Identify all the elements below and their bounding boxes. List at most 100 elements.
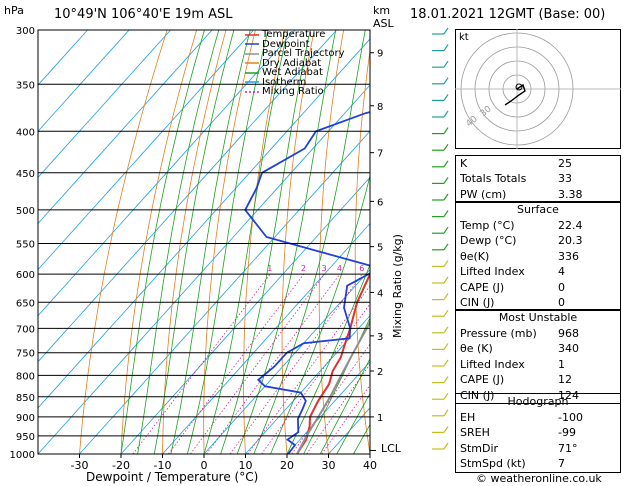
surface-value: 0 xyxy=(558,280,565,294)
surface-value: 336 xyxy=(558,249,579,263)
wind-barb-flag xyxy=(443,44,449,51)
wind-barb-flag xyxy=(443,243,449,251)
km-tick-label: 5 xyxy=(377,243,383,254)
hodo-label: SREH xyxy=(460,426,490,440)
hodograph-table-title: Hodograph xyxy=(507,395,569,408)
legend-swatch xyxy=(245,62,259,64)
pressure-tick-label: 300 xyxy=(16,26,35,37)
mixing-ratio-tick-label: 20 xyxy=(431,264,441,273)
wind-barb-flag xyxy=(443,392,449,400)
most-unstable-title: Most Unstable xyxy=(498,311,578,324)
wind-barb-flag xyxy=(443,426,449,433)
mixing-ratio-tick-label: 3 xyxy=(322,264,327,273)
km-tick-label: 6 xyxy=(377,197,383,208)
mu-value: 1 xyxy=(558,357,565,371)
legend-label: Temperature xyxy=(262,29,326,40)
legend-item: Parcel Trajectory xyxy=(244,49,345,59)
legend-swatch xyxy=(245,81,259,83)
isotherm-line xyxy=(38,30,254,271)
isotherm-line xyxy=(286,361,370,454)
footer-credit: © weatheronline.co.uk xyxy=(476,472,602,485)
wind-barb-flag xyxy=(443,276,449,284)
wind-barb-flag xyxy=(443,177,449,184)
pressure-tick-label: 500 xyxy=(16,206,35,217)
pressure-tick-label: 700 xyxy=(16,324,35,335)
storm-motion-marker xyxy=(515,83,523,91)
legend: Temperature Dewpoint Parcel Trajectory Dry … xyxy=(244,30,345,97)
pressure-tick-label: 600 xyxy=(16,270,35,281)
location-title: 10°49'N 106°40'E 19m ASL xyxy=(54,7,233,22)
index-label: PW (cm) xyxy=(460,187,507,201)
wind-barb-flag xyxy=(443,60,449,68)
x-tick-label: -30 xyxy=(71,459,89,472)
hodo-value: 71° xyxy=(558,441,578,455)
isotherm-line xyxy=(328,407,370,454)
mu-row: CAPE (J) 12 xyxy=(456,372,620,387)
wind-barb-flag xyxy=(443,210,449,217)
mu-value: 340 xyxy=(558,342,579,356)
pressure-tick-label: 900 xyxy=(16,413,35,424)
legend-swatch xyxy=(245,72,259,74)
index-value: 3.38 xyxy=(558,187,583,201)
x-tick-label: 10 xyxy=(239,459,253,472)
hodograph-table: Hodograph EH -100 SREH -99 StmDir 71° StmSpd (… xyxy=(455,393,621,473)
mu-label: CIN (J) xyxy=(460,388,495,402)
hodo-row: EH -100 xyxy=(456,410,620,425)
hodo-label: StmSpd (kt) xyxy=(460,457,526,471)
pressure-tick-label: 950 xyxy=(16,432,35,443)
pressure-tick-label: 400 xyxy=(16,127,35,138)
surface-label: Dewp (°C) xyxy=(460,234,517,248)
surface-row: CAPE (J) 0 xyxy=(456,280,620,295)
mu-row: Pressure (mb) 968 xyxy=(456,326,620,341)
wind-barb-flag xyxy=(443,309,449,317)
hodo-row: StmDir 71° xyxy=(456,441,620,456)
surface-value: 20.3 xyxy=(558,234,583,248)
pressure-tick-label: 550 xyxy=(16,239,35,250)
legend-item: Dewpoint xyxy=(244,38,345,50)
legend-label: Isotherm xyxy=(262,76,307,88)
isotherm-line xyxy=(38,84,370,454)
x-tick-label: 30 xyxy=(322,459,336,472)
hodograph-kt-label: kt xyxy=(459,32,469,43)
legend-label: Parcel Trajectory xyxy=(262,48,345,59)
dry-adiabat-line xyxy=(120,30,197,454)
pressure-tick-label: 800 xyxy=(16,371,35,382)
wind-barb-flag xyxy=(443,442,449,450)
wind-barb-flag xyxy=(443,94,449,101)
pressure-tick-label: 650 xyxy=(16,298,35,309)
dry-adiabat-line xyxy=(79,30,168,454)
series-dewpoint xyxy=(244,111,370,454)
x-tick-label: 0 xyxy=(201,459,208,472)
wind-barb-flag xyxy=(443,359,449,367)
wind-barb-flag xyxy=(443,293,449,300)
index-label: K xyxy=(460,157,468,170)
km-tick-label: 7 xyxy=(377,149,383,160)
hodo-value: 7 xyxy=(558,457,565,471)
mixing-ratio-line xyxy=(168,273,305,454)
surface-label: Temp (°C) xyxy=(460,219,515,232)
km-tick-label: 9 xyxy=(377,49,383,60)
km-tick-label: 3 xyxy=(377,332,383,343)
hodo-label: StmDir xyxy=(460,441,499,455)
legend-label: Dewpoint xyxy=(262,38,310,50)
mixing-ratio-line xyxy=(206,273,341,454)
surface-value: 0 xyxy=(558,295,565,309)
km-tick-label: 8 xyxy=(377,102,383,113)
mixing-ratio-line xyxy=(190,273,325,454)
surface-label: θe(K) xyxy=(460,249,490,263)
dry-adiabat-line xyxy=(162,30,227,454)
mu-value: 12 xyxy=(558,373,572,387)
hodo-value: -100 xyxy=(558,411,583,424)
legend-item: Mixing Ratio xyxy=(244,87,345,97)
wind-barb-flag xyxy=(443,343,449,350)
dry-adiabat-line xyxy=(424,30,453,454)
mixing-ratio-tick-label: 6 xyxy=(359,264,364,273)
legend-item: Dry Adiabat xyxy=(244,57,345,69)
hpa-label: hPa xyxy=(4,4,24,17)
hodo-value: -99 xyxy=(558,426,576,440)
legend-label: Dry Adiabat xyxy=(262,57,322,69)
wind-barb-flag xyxy=(443,143,449,151)
mixing-ratio-tick-label: 2 xyxy=(301,264,306,273)
surface-row: Temp (°C) 22.4 xyxy=(456,218,620,233)
